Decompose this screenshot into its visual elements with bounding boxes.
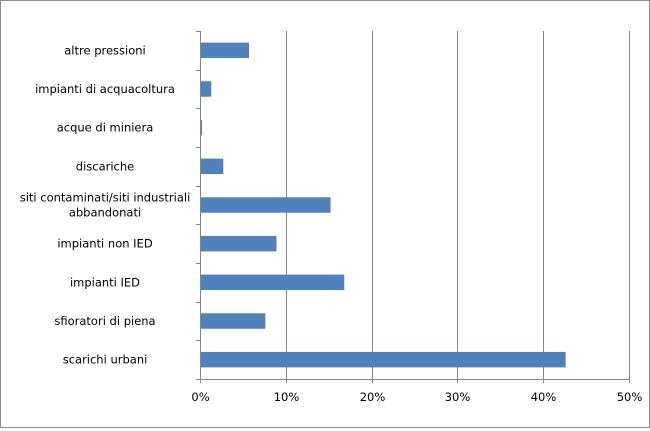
x-tick-label: 50% [617, 390, 643, 404]
category-label: discariche [76, 159, 134, 173]
bars [201, 42, 566, 368]
category-label-line: discariche [76, 159, 134, 173]
category-label: impianti di acquacoltura [35, 82, 175, 96]
category-labels: altre pressioni impianti di acquacoltura a… [20, 43, 191, 366]
bar [201, 158, 224, 175]
x-tick-label: 20% [360, 390, 386, 404]
bar [201, 119, 202, 136]
bar [201, 81, 212, 97]
category-label-line: impianti di acquacoltura [35, 82, 175, 96]
bar [201, 274, 345, 291]
x-tick-label: 40% [531, 390, 557, 404]
category-label: impianti non IED [57, 237, 153, 251]
category-label-line: impianti IED [70, 275, 140, 289]
x-tick-label: 0% [191, 390, 209, 404]
category-label: scarichi urbani [63, 353, 148, 367]
category-label-line: altre pressioni [64, 43, 146, 57]
category-label-line: siti contaminati/siti industriali [20, 191, 191, 205]
x-tick-labels: 0% 10% 20% 30% 40% 50% [191, 390, 642, 404]
category-label-line: abbandonati [69, 206, 141, 220]
category-label-line: sfioratori di piena [54, 314, 155, 328]
axes [196, 31, 630, 383]
bar [201, 313, 266, 329]
x-tick-label: 30% [445, 390, 471, 404]
category-label: sfioratori di piena [54, 314, 155, 328]
bar [201, 351, 566, 368]
x-tick-label: 10% [274, 390, 300, 404]
bar [201, 197, 331, 213]
category-label-line: scarichi urbani [63, 353, 148, 367]
gridlines [286, 31, 630, 379]
category-label: altre pressioni [64, 43, 146, 57]
category-label-line: impianti non IED [57, 237, 153, 251]
bar [201, 235, 277, 252]
category-label: impianti IED [70, 275, 140, 289]
category-label: acque di miniera [57, 121, 154, 135]
bar [201, 42, 250, 59]
category-label-line: acque di miniera [57, 121, 154, 135]
category-label: siti contaminati/siti industriali abbando… [20, 191, 191, 220]
